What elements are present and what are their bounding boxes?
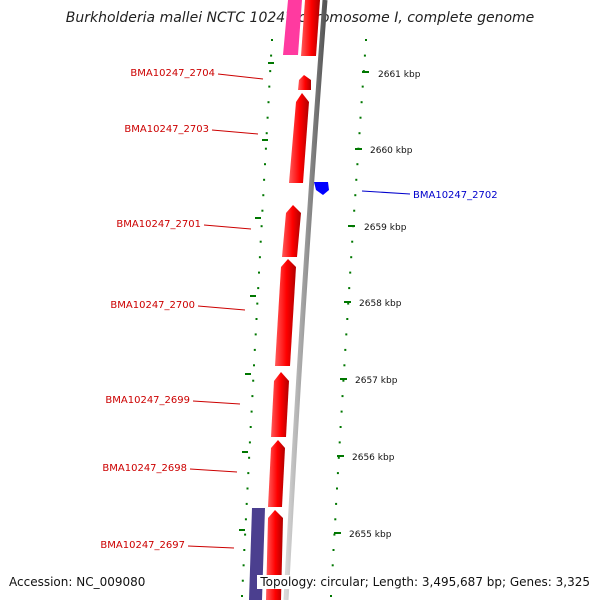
- tick-label-2659: 2659 kbp: [364, 223, 407, 233]
- tick-label-2655: 2655 kbp: [349, 530, 392, 540]
- gene-arrow-2701[interactable]: [282, 205, 301, 257]
- gene-arrow-2699[interactable]: [271, 372, 289, 437]
- gene-label-2704[interactable]: BMA10247_2704: [130, 68, 215, 79]
- leader-line-2703: [211, 129, 259, 135]
- gene-label-2698[interactable]: BMA10247_2698: [102, 463, 187, 474]
- backbone-arc: [283, 0, 328, 600]
- gene-arrow-2704[interactable]: [298, 75, 311, 90]
- inner-dotted-arc: [241, 39, 273, 597]
- tick-label-2660: 2660 kbp: [370, 146, 413, 156]
- gene-arrow-2703[interactable]: [289, 93, 309, 183]
- leader-line-2699: [192, 400, 241, 405]
- inner-tick-dashes: [239, 62, 274, 531]
- leader-line-2700: [197, 305, 246, 311]
- gene-label-2703[interactable]: BMA10247_2703: [124, 124, 209, 135]
- top-pink-feature: [283, 0, 302, 55]
- gene-label-2701[interactable]: BMA10247_2701: [116, 219, 201, 230]
- gene-arrow-2698[interactable]: [268, 440, 285, 507]
- gene-label-2697[interactable]: BMA10247_2697: [100, 540, 185, 551]
- gene-label-2699[interactable]: BMA10247_2699: [105, 395, 190, 406]
- tick-label-2657: 2657 kbp: [355, 376, 398, 386]
- leader-line-2697: [187, 545, 235, 549]
- gene-label-2700[interactable]: BMA10247_2700: [110, 300, 195, 311]
- accession-text: Accession: NC_009080: [9, 575, 146, 589]
- leader-line-2702: [361, 190, 411, 195]
- top-red-feature: [301, 0, 320, 56]
- gene-arrow-2702[interactable]: [314, 182, 329, 195]
- leader-line-2704: [217, 73, 264, 80]
- outer-dotted-arc: [330, 39, 367, 597]
- leader-line-2701: [203, 224, 252, 230]
- leader-line-2698: [189, 468, 238, 473]
- tick-label-2656: 2656 kbp: [352, 453, 395, 463]
- gene-arrow-2700[interactable]: [275, 259, 296, 366]
- topology-text: Topology: circular; Length: 3,495,687 bp…: [257, 575, 590, 589]
- tick-label-2658: 2658 kbp: [359, 299, 402, 309]
- gene-label-2702[interactable]: BMA10247_2702: [413, 190, 498, 201]
- tick-label-2661: 2661 kbp: [378, 70, 421, 80]
